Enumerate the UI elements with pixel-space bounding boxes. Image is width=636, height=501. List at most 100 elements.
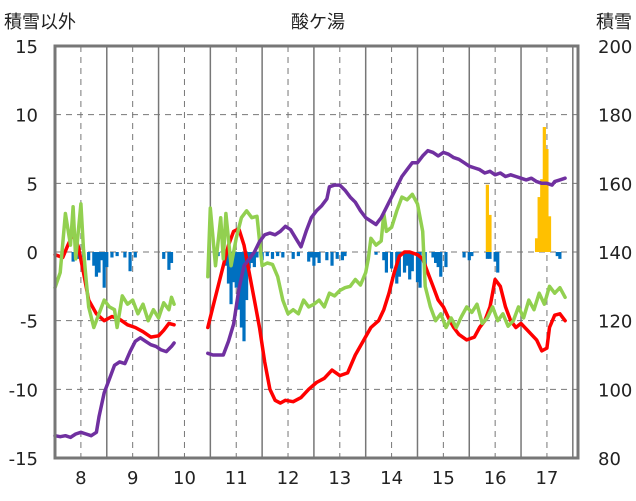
left-axis-title: 積雪以外 bbox=[4, 12, 76, 33]
bar-blue_bars bbox=[92, 252, 96, 266]
bar-blue_bars bbox=[232, 252, 236, 283]
bar-blue_bars bbox=[335, 252, 339, 259]
bar-orange_bars bbox=[545, 149, 549, 252]
bar-blue_bars bbox=[485, 252, 489, 259]
series-line-green bbox=[206, 192, 567, 330]
bar-blue_bars bbox=[444, 252, 448, 268]
bar-blue_bars bbox=[270, 252, 275, 259]
bar-blue_bars bbox=[462, 252, 466, 258]
bar-blue_bars bbox=[384, 252, 389, 273]
bar-blue_bars bbox=[488, 252, 492, 259]
series-line-green bbox=[53, 202, 176, 330]
bar-blue_bars bbox=[237, 252, 241, 310]
bar-blue_bars bbox=[128, 252, 132, 272]
bar-blue_bars bbox=[276, 252, 280, 257]
right-tick-label: 80 bbox=[598, 449, 621, 470]
bar-blue_bars bbox=[343, 252, 347, 257]
bar-blue_bars bbox=[229, 252, 233, 305]
bar-blue_bars bbox=[97, 252, 101, 273]
left-tick-label: 0 bbox=[27, 243, 38, 264]
bar-blue_bars bbox=[410, 252, 414, 272]
bar-blue_bars bbox=[397, 252, 401, 277]
bar-orange_bars bbox=[540, 179, 544, 252]
left-tick-label: -10 bbox=[9, 380, 38, 401]
x-tick-label: 9 bbox=[127, 468, 138, 489]
bar-blue_bars bbox=[105, 252, 109, 268]
x-tick-label: 12 bbox=[277, 468, 300, 489]
bar-blue_bars bbox=[255, 252, 259, 258]
right-tick-label: 160 bbox=[598, 174, 632, 195]
bar-blue_bars bbox=[439, 252, 443, 277]
chart-title: 酸ケ湯 bbox=[291, 12, 345, 33]
bars-layer bbox=[71, 127, 562, 342]
x-tick-label: 11 bbox=[225, 468, 248, 489]
bar-blue_bars bbox=[408, 252, 412, 280]
bar-blue_bars bbox=[340, 252, 344, 261]
bar-orange_bars bbox=[547, 216, 552, 252]
bar-blue_bars bbox=[123, 252, 127, 258]
bar-blue_bars bbox=[265, 252, 269, 257]
bar-blue_bars bbox=[418, 252, 422, 288]
bar-orange_bars bbox=[542, 127, 546, 252]
bar-blue_bars bbox=[374, 252, 378, 255]
bar-blue_bars bbox=[330, 252, 334, 266]
x-tick-label: 13 bbox=[328, 468, 351, 489]
x-tick-label: 8 bbox=[75, 468, 86, 489]
bar-blue_bars bbox=[239, 252, 244, 328]
bar-blue_bars bbox=[470, 252, 474, 257]
plot-frame bbox=[53, 44, 580, 460]
right-tick-label: 120 bbox=[598, 312, 632, 333]
lines-layer bbox=[53, 148, 567, 440]
left-tick-label: 5 bbox=[27, 174, 38, 195]
bar-blue_bars bbox=[433, 252, 438, 263]
x-axis-ticks: 8 9 10 11 12 13 14 15 16 17 bbox=[75, 468, 558, 489]
bar-blue_bars bbox=[162, 252, 166, 259]
bar-blue_bars bbox=[169, 252, 174, 263]
bar-blue_bars bbox=[382, 252, 386, 261]
left-axis-ticks: 15 10 5 0 -5 -10 -15 bbox=[9, 37, 38, 470]
bar-blue_bars bbox=[291, 252, 295, 259]
right-tick-label: 180 bbox=[598, 106, 632, 127]
bar-blue_bars bbox=[296, 252, 300, 257]
right-tick-label: 100 bbox=[598, 380, 632, 401]
bar-blue_bars bbox=[133, 252, 137, 258]
bar-blue_bars bbox=[496, 252, 500, 273]
left-tick-label: 10 bbox=[15, 106, 38, 127]
bar-blue_bars bbox=[234, 252, 238, 288]
bar-orange_bars bbox=[488, 214, 492, 252]
bar-blue_bars bbox=[115, 252, 119, 257]
bar-blue_bars bbox=[167, 252, 171, 270]
series-line-purple bbox=[206, 148, 567, 357]
bar-blue_bars bbox=[317, 252, 321, 263]
bar-blue_bars bbox=[555, 252, 559, 257]
bar-blue_bars bbox=[87, 252, 91, 261]
bar-orange_bars bbox=[537, 197, 541, 252]
bar-blue_bars bbox=[307, 252, 311, 262]
bar-blue_bars bbox=[314, 252, 319, 258]
bar-blue_bars bbox=[493, 252, 497, 262]
right-tick-label: 200 bbox=[598, 37, 632, 58]
x-tick-label: 14 bbox=[380, 468, 403, 489]
bar-blue_bars bbox=[94, 252, 99, 277]
bar-blue_bars bbox=[312, 252, 316, 266]
bar-blue_bars bbox=[252, 252, 256, 268]
x-tick-label: 16 bbox=[484, 468, 507, 489]
right-axis-ticks: 200 180 160 140 120 100 80 bbox=[598, 37, 632, 470]
bar-blue_bars bbox=[402, 252, 407, 273]
bar-blue_bars bbox=[389, 252, 394, 269]
grid-layer bbox=[55, 46, 578, 458]
bar-blue_bars bbox=[431, 252, 435, 258]
bar-blue_bars bbox=[309, 252, 313, 258]
bar-blue_bars bbox=[325, 252, 329, 261]
series-line-purple bbox=[53, 336, 176, 440]
x-tick-label: 15 bbox=[432, 468, 455, 489]
bar-blue_bars bbox=[100, 252, 104, 261]
bar-blue_bars bbox=[71, 252, 75, 262]
bar-blue_bars bbox=[558, 252, 562, 259]
bar-blue_bars bbox=[102, 252, 106, 288]
bar-blue_bars bbox=[436, 252, 440, 268]
bar-blue_bars bbox=[415, 252, 420, 283]
left-tick-label: 15 bbox=[15, 37, 38, 58]
